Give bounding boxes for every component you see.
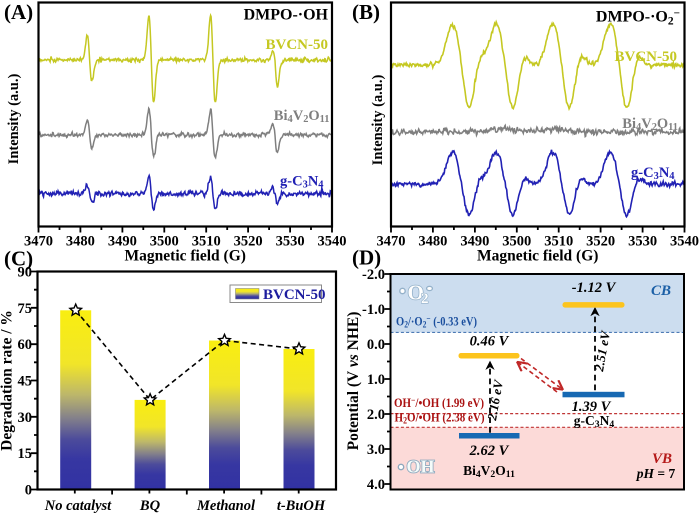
svg-text:60: 60 bbox=[18, 337, 33, 353]
svg-text:0.0: 0.0 bbox=[367, 337, 385, 353]
svg-text:4.0: 4.0 bbox=[367, 477, 385, 493]
svg-text:1.39 V: 1.39 V bbox=[572, 399, 612, 415]
svg-text:Potential (V vs NHE): Potential (V vs NHE) bbox=[345, 312, 362, 451]
svg-text:O2/·O2− (-0.33 eV): O2/·O2− (-0.33 eV) bbox=[396, 314, 477, 331]
svg-text:3470: 3470 bbox=[24, 234, 53, 250]
svg-text:3500: 3500 bbox=[150, 234, 179, 250]
svg-text:Magnetic field (G): Magnetic field (G) bbox=[477, 248, 598, 265]
svg-text:g-C3N4: g-C3N4 bbox=[280, 174, 323, 191]
svg-text:No catalyst: No catalyst bbox=[44, 498, 112, 514]
svg-text:0.46 V: 0.46 V bbox=[470, 334, 510, 350]
svg-text:3540: 3540 bbox=[318, 234, 347, 250]
svg-text:BVCN-50: BVCN-50 bbox=[615, 49, 678, 65]
svg-text:Magnetic field (G): Magnetic field (G) bbox=[125, 248, 246, 265]
svg-text:3.0: 3.0 bbox=[367, 442, 385, 458]
svg-text:3510: 3510 bbox=[192, 234, 221, 250]
svg-text:(C): (C) bbox=[4, 247, 33, 271]
svg-text:-1.0: -1.0 bbox=[362, 302, 385, 318]
svg-text:3480: 3480 bbox=[66, 234, 95, 250]
svg-text:3500: 3500 bbox=[502, 234, 531, 250]
svg-text:90: 90 bbox=[18, 265, 33, 281]
svg-text:1.0: 1.0 bbox=[367, 372, 385, 388]
svg-text:0: 0 bbox=[25, 483, 32, 499]
svg-text:Intensity (a.u.): Intensity (a.u.) bbox=[6, 74, 22, 165]
svg-text:g-C3N4: g-C3N4 bbox=[574, 413, 615, 430]
svg-text:O: O bbox=[408, 281, 424, 305]
svg-text:3510: 3510 bbox=[544, 234, 573, 250]
svg-text:3540: 3540 bbox=[670, 234, 699, 250]
svg-text:3480: 3480 bbox=[418, 234, 447, 250]
svg-text:(A): (A) bbox=[4, 0, 33, 24]
svg-text:-2.0: -2.0 bbox=[362, 267, 385, 283]
svg-text:Degradation rate / %: Degradation rate / % bbox=[0, 310, 16, 451]
svg-text:2: 2 bbox=[421, 291, 429, 307]
svg-text:pH = 7: pH = 7 bbox=[636, 466, 676, 481]
svg-text:75: 75 bbox=[18, 301, 33, 317]
svg-text:BQ: BQ bbox=[139, 498, 161, 514]
svg-text:3520: 3520 bbox=[234, 234, 263, 250]
svg-text:t-BuOH: t-BuOH bbox=[277, 498, 326, 514]
svg-text:BVCN-50: BVCN-50 bbox=[263, 287, 326, 303]
svg-text:CB: CB bbox=[651, 283, 671, 299]
svg-text:3490: 3490 bbox=[108, 234, 137, 250]
svg-text:OH−/•OH (1.99 eV): OH−/•OH (1.99 eV) bbox=[394, 395, 484, 410]
svg-text:DMPO-·OH: DMPO-·OH bbox=[244, 7, 329, 24]
svg-text:Methanol: Methanol bbox=[196, 498, 255, 514]
svg-text:30: 30 bbox=[18, 410, 33, 426]
svg-text:2.62 V: 2.62 V bbox=[469, 443, 510, 459]
svg-text:3520: 3520 bbox=[586, 234, 615, 250]
svg-text:3470: 3470 bbox=[377, 234, 406, 250]
svg-text:g-C3N4: g-C3N4 bbox=[631, 165, 674, 182]
svg-text:3530: 3530 bbox=[276, 234, 305, 250]
svg-text:3490: 3490 bbox=[460, 234, 489, 250]
svg-text:H2O/•OH (2.38 eV): H2O/•OH (2.38 eV) bbox=[395, 411, 485, 426]
svg-text:3530: 3530 bbox=[628, 234, 657, 250]
svg-text:DMPO-·O2−: DMPO-·O2− bbox=[596, 8, 680, 27]
svg-text:Intensity (a.u.): Intensity (a.u.) bbox=[370, 75, 386, 166]
svg-text:VB: VB bbox=[652, 451, 672, 467]
svg-text:OH: OH bbox=[407, 457, 435, 477]
svg-text:BVCN-50: BVCN-50 bbox=[266, 37, 329, 53]
svg-text:45: 45 bbox=[18, 374, 33, 390]
svg-text:-1.12 V: -1.12 V bbox=[572, 280, 617, 296]
svg-text:2.0: 2.0 bbox=[367, 407, 385, 423]
svg-text:2.51 eV: 2.51 eV bbox=[591, 329, 613, 374]
svg-text:2.16 eV: 2.16 eV bbox=[484, 378, 506, 423]
svg-text:15: 15 bbox=[18, 446, 33, 462]
svg-text:(D): (D) bbox=[352, 246, 381, 270]
svg-text:(B): (B) bbox=[352, 0, 380, 24]
